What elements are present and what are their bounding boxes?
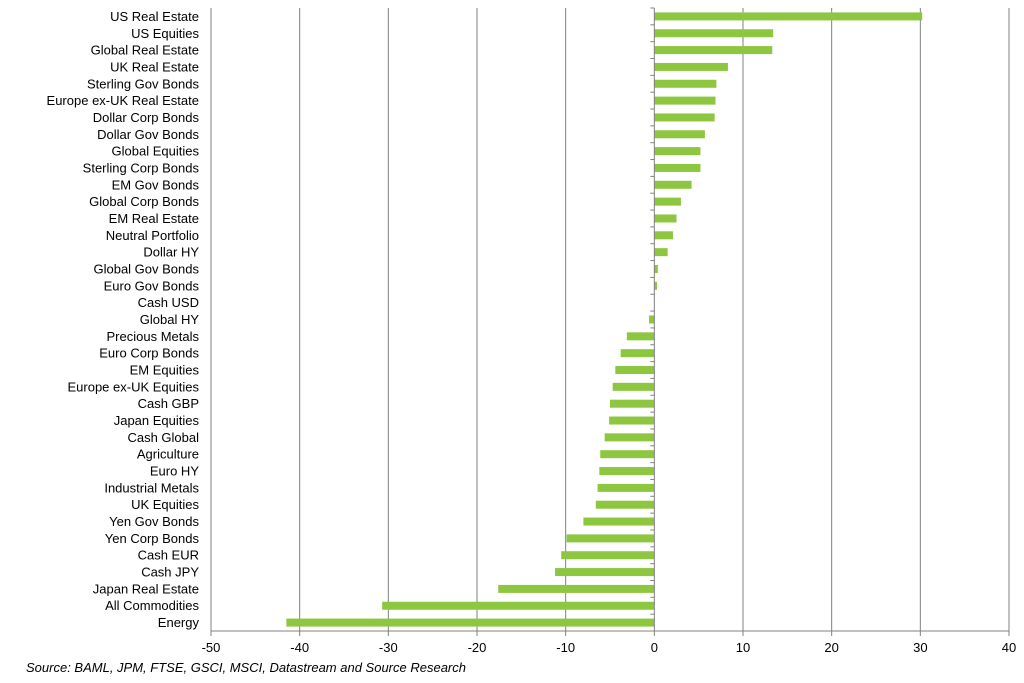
bar	[286, 618, 655, 627]
category-label: Euro HY	[150, 464, 199, 479]
bar	[604, 433, 655, 442]
bar	[609, 416, 655, 425]
category-label: Neutral Portfolio	[106, 228, 199, 243]
category-label: Cash Global	[127, 430, 199, 445]
bar	[654, 214, 677, 223]
bar	[654, 29, 774, 38]
bar	[615, 366, 655, 375]
bar	[610, 399, 655, 408]
bar	[595, 500, 655, 509]
x-tick-label: -30	[379, 640, 398, 655]
category-label: Yen Gov Bonds	[109, 514, 199, 529]
category-label: Europe ex-UK Real Estate	[47, 93, 199, 108]
bar	[654, 12, 923, 21]
bar	[649, 315, 655, 324]
category-label: Agriculture	[137, 447, 199, 462]
x-tick-label: -20	[468, 640, 487, 655]
category-label: Global Real Estate	[91, 43, 199, 58]
category-label: Global Corp Bonds	[89, 194, 199, 209]
bar	[654, 96, 716, 105]
bar	[654, 62, 728, 71]
bar	[599, 467, 655, 476]
category-label: US Equities	[131, 26, 199, 41]
bar	[654, 180, 692, 189]
category-label: UK Real Estate	[110, 59, 199, 74]
bar	[626, 332, 655, 341]
category-label: Industrial Metals	[104, 480, 199, 495]
bar	[654, 248, 668, 257]
bar	[654, 231, 673, 240]
category-label: Cash USD	[138, 295, 199, 310]
category-label: UK Equities	[131, 497, 199, 512]
bar	[498, 584, 655, 593]
bar-chart: -50 -40 -30 -20 -10 0 10 20 30 40 US Real Estate US…	[47, 7, 1016, 655]
bar	[654, 46, 773, 55]
bar	[654, 163, 701, 172]
bar	[583, 517, 655, 526]
category-label: Global Equities	[112, 144, 200, 159]
bar	[555, 568, 655, 577]
bar	[566, 534, 655, 543]
category-label: Sterling Gov Bonds	[87, 76, 200, 91]
category-label: Yen Corp Bonds	[105, 531, 200, 546]
bar	[654, 197, 681, 206]
category-label: Dollar Gov Bonds	[97, 127, 199, 142]
category-label: EM Real Estate	[109, 211, 199, 226]
x-tick-label: 10	[736, 640, 750, 655]
category-label: Cash EUR	[138, 548, 199, 563]
category-label: Precious Metals	[107, 329, 200, 344]
bar	[654, 130, 705, 139]
category-label: Dollar HY	[143, 245, 199, 260]
x-tick-label: 0	[651, 640, 658, 655]
category-label: Sterling Corp Bonds	[83, 160, 200, 175]
x-tick-label: 20	[824, 640, 838, 655]
category-label: All Commodities	[105, 598, 199, 613]
category-label: Japan Equities	[114, 413, 200, 428]
x-tick-label: -50	[202, 640, 221, 655]
bar	[597, 483, 655, 492]
category-label: EM Equities	[130, 363, 200, 378]
category-label: Global Gov Bonds	[93, 261, 199, 276]
bar	[620, 349, 655, 358]
bar	[612, 382, 655, 391]
x-tick-label: -10	[556, 640, 575, 655]
category-label: Global HY	[140, 312, 200, 327]
category-label: Japan Real Estate	[93, 581, 199, 596]
category-label: Europe ex-UK Equities	[67, 379, 199, 394]
category-label: Euro Corp Bonds	[99, 346, 199, 361]
x-tick-label: 30	[913, 640, 927, 655]
category-label: Dollar Corp Bonds	[93, 110, 200, 125]
category-label: Cash JPY	[141, 565, 199, 580]
category-label: Euro Gov Bonds	[104, 278, 200, 293]
category-label: Energy	[158, 615, 200, 630]
bar	[654, 79, 717, 88]
bar	[654, 264, 658, 273]
bar	[654, 147, 701, 156]
category-label: US Real Estate	[110, 9, 199, 24]
source-note: Source: BAML, JPM, FTSE, GSCI, MSCI, Dat…	[26, 660, 466, 675]
bar	[654, 113, 715, 122]
bar	[561, 551, 655, 560]
bar	[654, 281, 657, 290]
category-label: EM Gov Bonds	[112, 177, 200, 192]
bar	[382, 601, 655, 610]
x-tick-label: -40	[290, 640, 309, 655]
category-label: Cash GBP	[138, 396, 199, 411]
x-tick-label: 40	[1002, 640, 1016, 655]
bar	[600, 450, 655, 459]
